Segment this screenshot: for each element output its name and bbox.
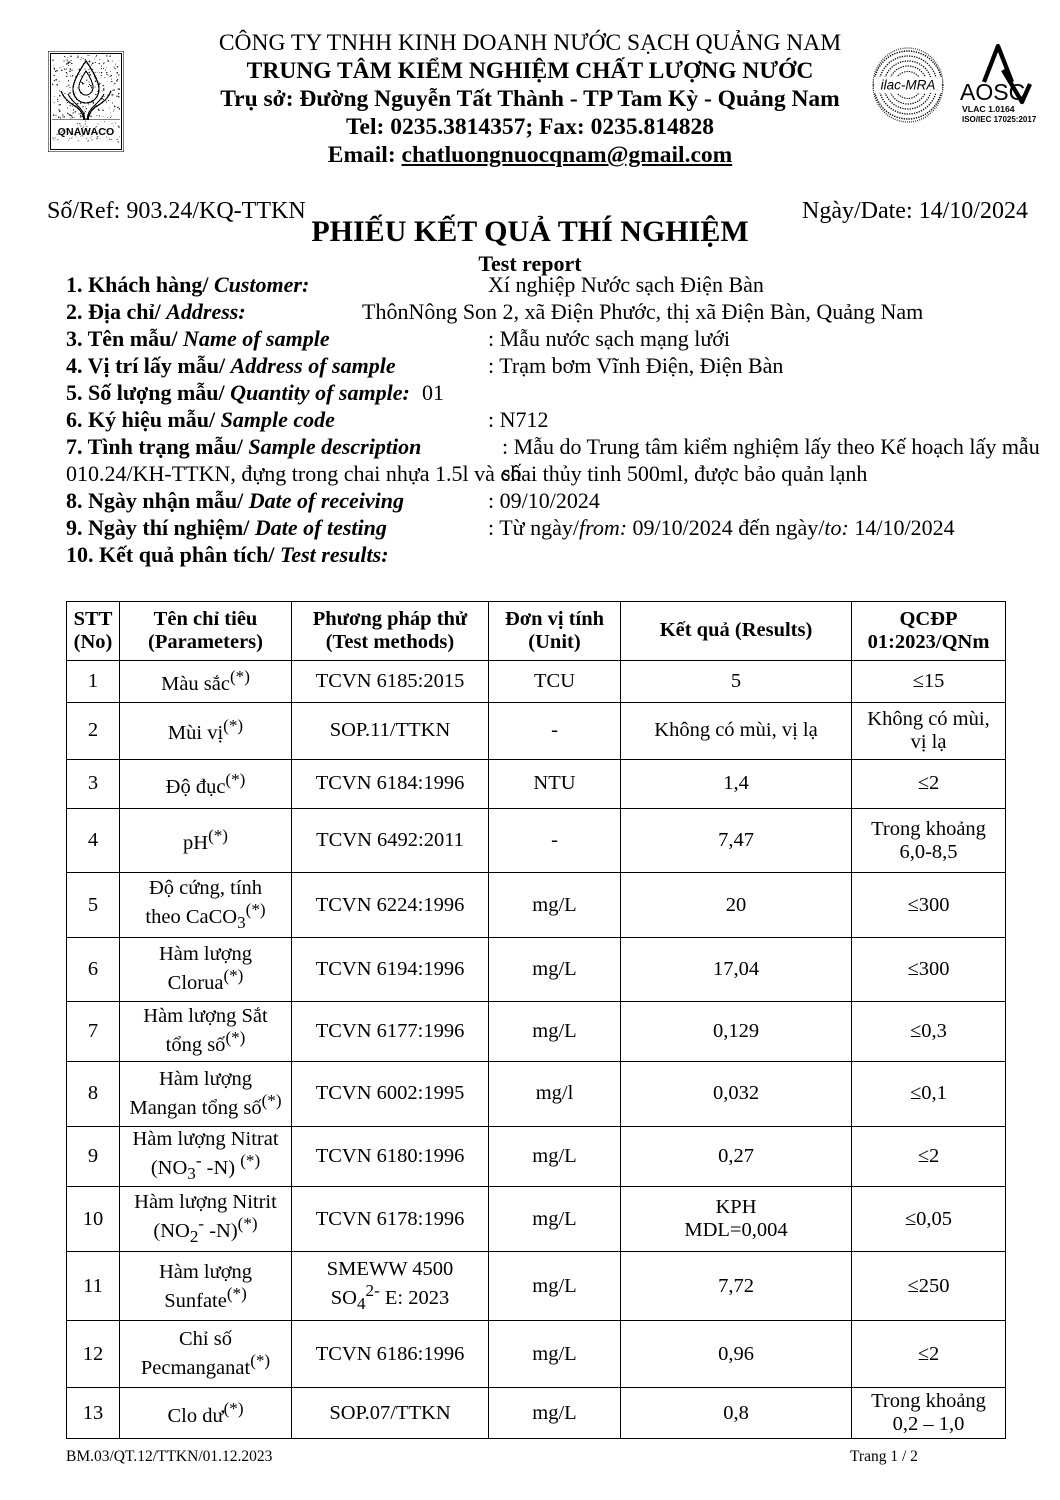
svg-text:ilac-MRA: ilac-MRA xyxy=(881,78,936,93)
svg-text:AOSC: AOSC xyxy=(960,79,1025,105)
svg-text:ISO/IEC 17025:2017: ISO/IEC 17025:2017 xyxy=(962,115,1037,124)
svg-text:VLAC 1.0164: VLAC 1.0164 xyxy=(962,104,1015,114)
